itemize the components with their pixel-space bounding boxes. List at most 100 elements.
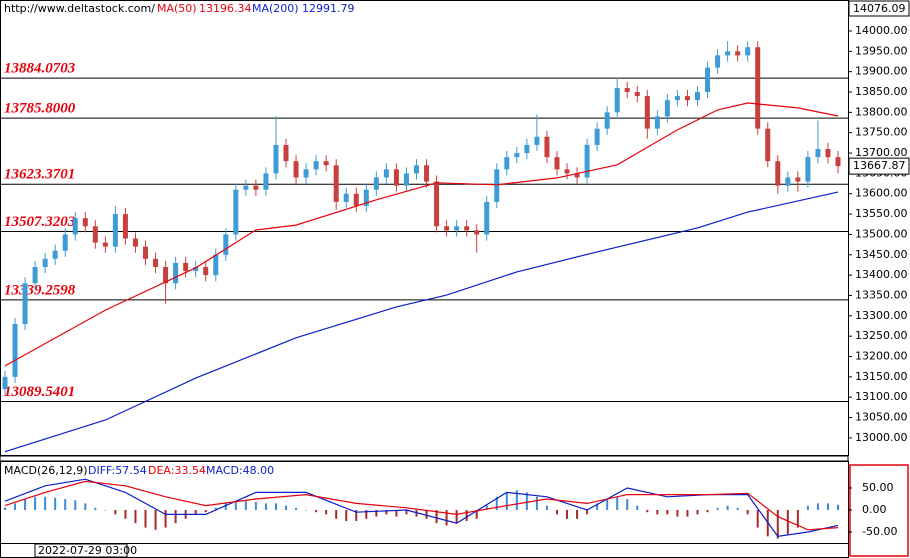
macd-bar xyxy=(315,509,318,513)
candle-body xyxy=(32,266,38,284)
candle-body xyxy=(815,148,821,158)
candle-body xyxy=(654,116,660,129)
macd-bar xyxy=(646,509,649,513)
candle-body xyxy=(163,266,169,284)
macd-bar xyxy=(124,509,127,519)
legend-value: 13196.34 xyxy=(199,2,252,15)
y-tick-label: 13550.00 xyxy=(855,207,908,220)
macd-bar xyxy=(586,509,589,515)
macd-bar xyxy=(244,501,247,510)
candle-body xyxy=(444,226,450,231)
level-label: 13089.5401 xyxy=(4,384,75,400)
macd-bar xyxy=(465,509,468,521)
candle-body xyxy=(725,51,731,56)
macd-panel xyxy=(0,461,849,544)
candle-body xyxy=(715,55,721,68)
candle-body xyxy=(594,128,600,145)
candle-body xyxy=(694,92,700,101)
macd-bar xyxy=(84,503,87,510)
macd-title: MACD(26,12,9) xyxy=(4,464,88,477)
macd-bar xyxy=(325,509,328,515)
candle-body xyxy=(173,262,179,284)
candle-body xyxy=(363,189,369,206)
legend-value: 12991.79 xyxy=(302,2,355,15)
candle-body xyxy=(122,214,128,239)
y-tick-label: 13400.00 xyxy=(855,268,908,281)
candle-body xyxy=(62,234,68,251)
candle-body xyxy=(72,218,78,235)
candle-body xyxy=(494,169,500,202)
macd-bar xyxy=(24,498,27,510)
candle-body xyxy=(2,376,8,390)
candle-body xyxy=(835,157,841,167)
macd-bar xyxy=(385,509,388,515)
candle-body xyxy=(554,157,560,170)
panel-gap xyxy=(0,455,849,462)
macd-bar xyxy=(726,505,729,510)
candle-body xyxy=(353,193,359,206)
level-label: 13884.0703 xyxy=(4,61,76,77)
macd-bar xyxy=(405,509,408,515)
candle-body xyxy=(584,144,590,178)
candle-body xyxy=(765,128,771,162)
macd-bar xyxy=(234,501,237,510)
macd-bar xyxy=(274,503,277,510)
macd-bar xyxy=(626,498,629,510)
macd-bar xyxy=(515,490,518,510)
candle-body xyxy=(313,161,319,170)
macd-bar xyxy=(295,507,298,510)
macd-bar xyxy=(54,497,57,510)
candle-body xyxy=(644,96,650,129)
level-label: 13623.3701 xyxy=(4,167,75,183)
macd-bar xyxy=(365,509,368,519)
y-tick-label: 13850.00 xyxy=(855,85,908,98)
y-tick-label: 13050.00 xyxy=(855,411,908,424)
last-price-box xyxy=(848,157,910,175)
macd-bar xyxy=(666,509,669,515)
macd-bar xyxy=(224,503,227,510)
macd-bar xyxy=(826,503,829,510)
candle-body xyxy=(474,230,480,235)
macd-bar xyxy=(616,496,619,510)
candle-body xyxy=(464,226,470,231)
y-tick-label: 14000.00 xyxy=(855,24,908,37)
candle-body xyxy=(574,173,580,178)
candle-body xyxy=(825,148,831,158)
candle-body xyxy=(143,246,149,259)
candle-body xyxy=(12,323,18,377)
macd-tick-label: -50.00 xyxy=(862,525,897,538)
macd-bar xyxy=(535,496,538,510)
candle-body xyxy=(303,169,309,178)
macd-bar xyxy=(254,502,257,510)
macd-line xyxy=(4,478,839,538)
candle-body xyxy=(755,47,761,129)
candle-body xyxy=(403,173,409,186)
level-label: 13785.8000 xyxy=(4,101,76,117)
macd-bar xyxy=(64,498,67,510)
macd-bar xyxy=(746,509,749,515)
candle-body xyxy=(323,161,329,166)
candle-body xyxy=(634,92,640,97)
top-price-box xyxy=(848,0,910,17)
macd-bar xyxy=(264,503,267,510)
candle-body xyxy=(102,242,108,247)
candle-body xyxy=(193,266,199,272)
macd-bar xyxy=(44,496,47,510)
y-tick-label: 13750.00 xyxy=(855,126,908,139)
y-tick-label: 13600.00 xyxy=(855,187,908,200)
candle-body xyxy=(183,262,189,272)
y-tick-label: 13350.00 xyxy=(855,288,908,301)
candle-body xyxy=(805,157,811,182)
macd-bar xyxy=(214,507,217,510)
candle-body xyxy=(273,144,279,174)
macd-bar xyxy=(736,507,739,510)
macd-bar xyxy=(485,505,488,510)
time-box xyxy=(34,543,128,558)
macd-bar xyxy=(776,509,779,539)
macd-bar xyxy=(204,509,207,513)
candle-body xyxy=(233,189,239,235)
level-label: 13339.2598 xyxy=(4,282,76,298)
candle-body xyxy=(514,153,520,158)
macd-bar xyxy=(345,509,348,521)
